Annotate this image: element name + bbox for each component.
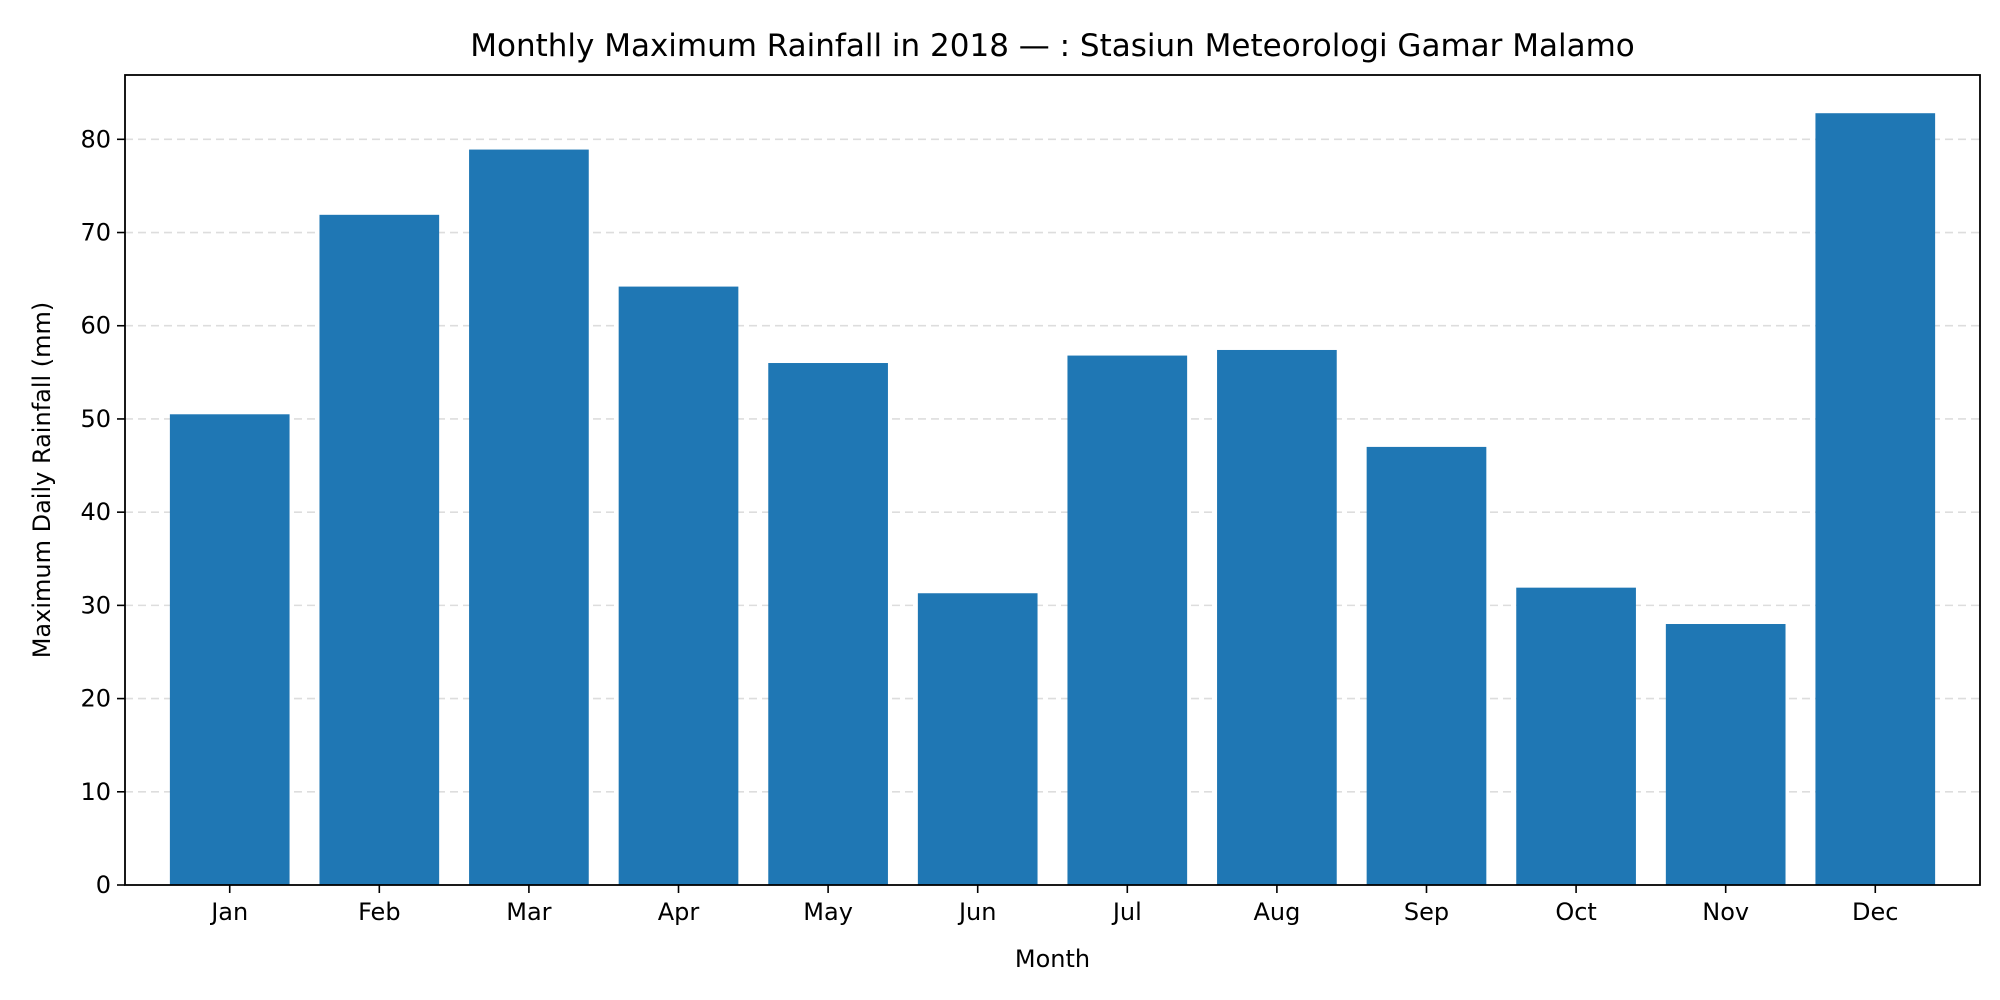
plot-frame xyxy=(124,74,1981,886)
x-tick-label: Jul xyxy=(1111,898,1142,926)
y-axis-label: Maximum Daily Rainfall (mm) xyxy=(28,302,56,659)
bar-sep xyxy=(1366,446,1487,885)
x-tick-label: Mar xyxy=(506,898,551,926)
bar-may xyxy=(768,363,888,885)
y-tick-label: 50 xyxy=(80,405,111,433)
bar-aug xyxy=(1217,349,1337,886)
x-axis-ticks: Jan Feb Mar Apr May Jun Jul Aug Sep Oct Nov Dec xyxy=(209,885,1899,926)
bar-oct xyxy=(1516,587,1636,885)
y-tick-label: 80 xyxy=(80,125,111,153)
bar-nov xyxy=(1665,624,1786,885)
y-tick-label: 0 xyxy=(96,871,111,899)
bar-dec xyxy=(1815,113,1936,886)
bars xyxy=(169,113,1936,886)
x-tick-label: May xyxy=(803,898,853,926)
bar-jun xyxy=(917,593,1038,885)
y-tick-label: 30 xyxy=(80,591,111,619)
bar-jul xyxy=(1067,355,1188,886)
chart-title: Monthly Maximum Rainfall in 2018 — : Sta… xyxy=(470,28,1635,64)
x-tick-label: Nov xyxy=(1702,898,1749,926)
x-tick-label: Jan xyxy=(209,898,248,926)
x-tick-label: Sep xyxy=(1404,898,1449,926)
gridlines xyxy=(125,138,1980,793)
y-tick-label: 40 xyxy=(80,498,111,526)
y-tick-label: 60 xyxy=(80,312,111,340)
y-tick-label: 20 xyxy=(80,685,111,713)
bar-feb xyxy=(319,214,440,885)
bar-mar xyxy=(469,149,589,885)
x-axis-label: Month xyxy=(1015,945,1090,973)
x-tick-label: Jun xyxy=(957,898,997,926)
bar-jan xyxy=(169,414,290,885)
bar-apr xyxy=(618,286,739,886)
x-tick-label: Feb xyxy=(358,898,401,926)
x-tick-label: Aug xyxy=(1253,898,1300,926)
y-tick-label: 10 xyxy=(80,778,111,806)
y-axis-ticks: 0 10 20 30 40 50 60 70 80 xyxy=(80,125,125,899)
x-tick-label: Apr xyxy=(658,898,700,926)
y-tick-label: 70 xyxy=(80,219,111,247)
x-tick-label: Oct xyxy=(1555,898,1597,926)
x-tick-label: Dec xyxy=(1852,898,1898,926)
